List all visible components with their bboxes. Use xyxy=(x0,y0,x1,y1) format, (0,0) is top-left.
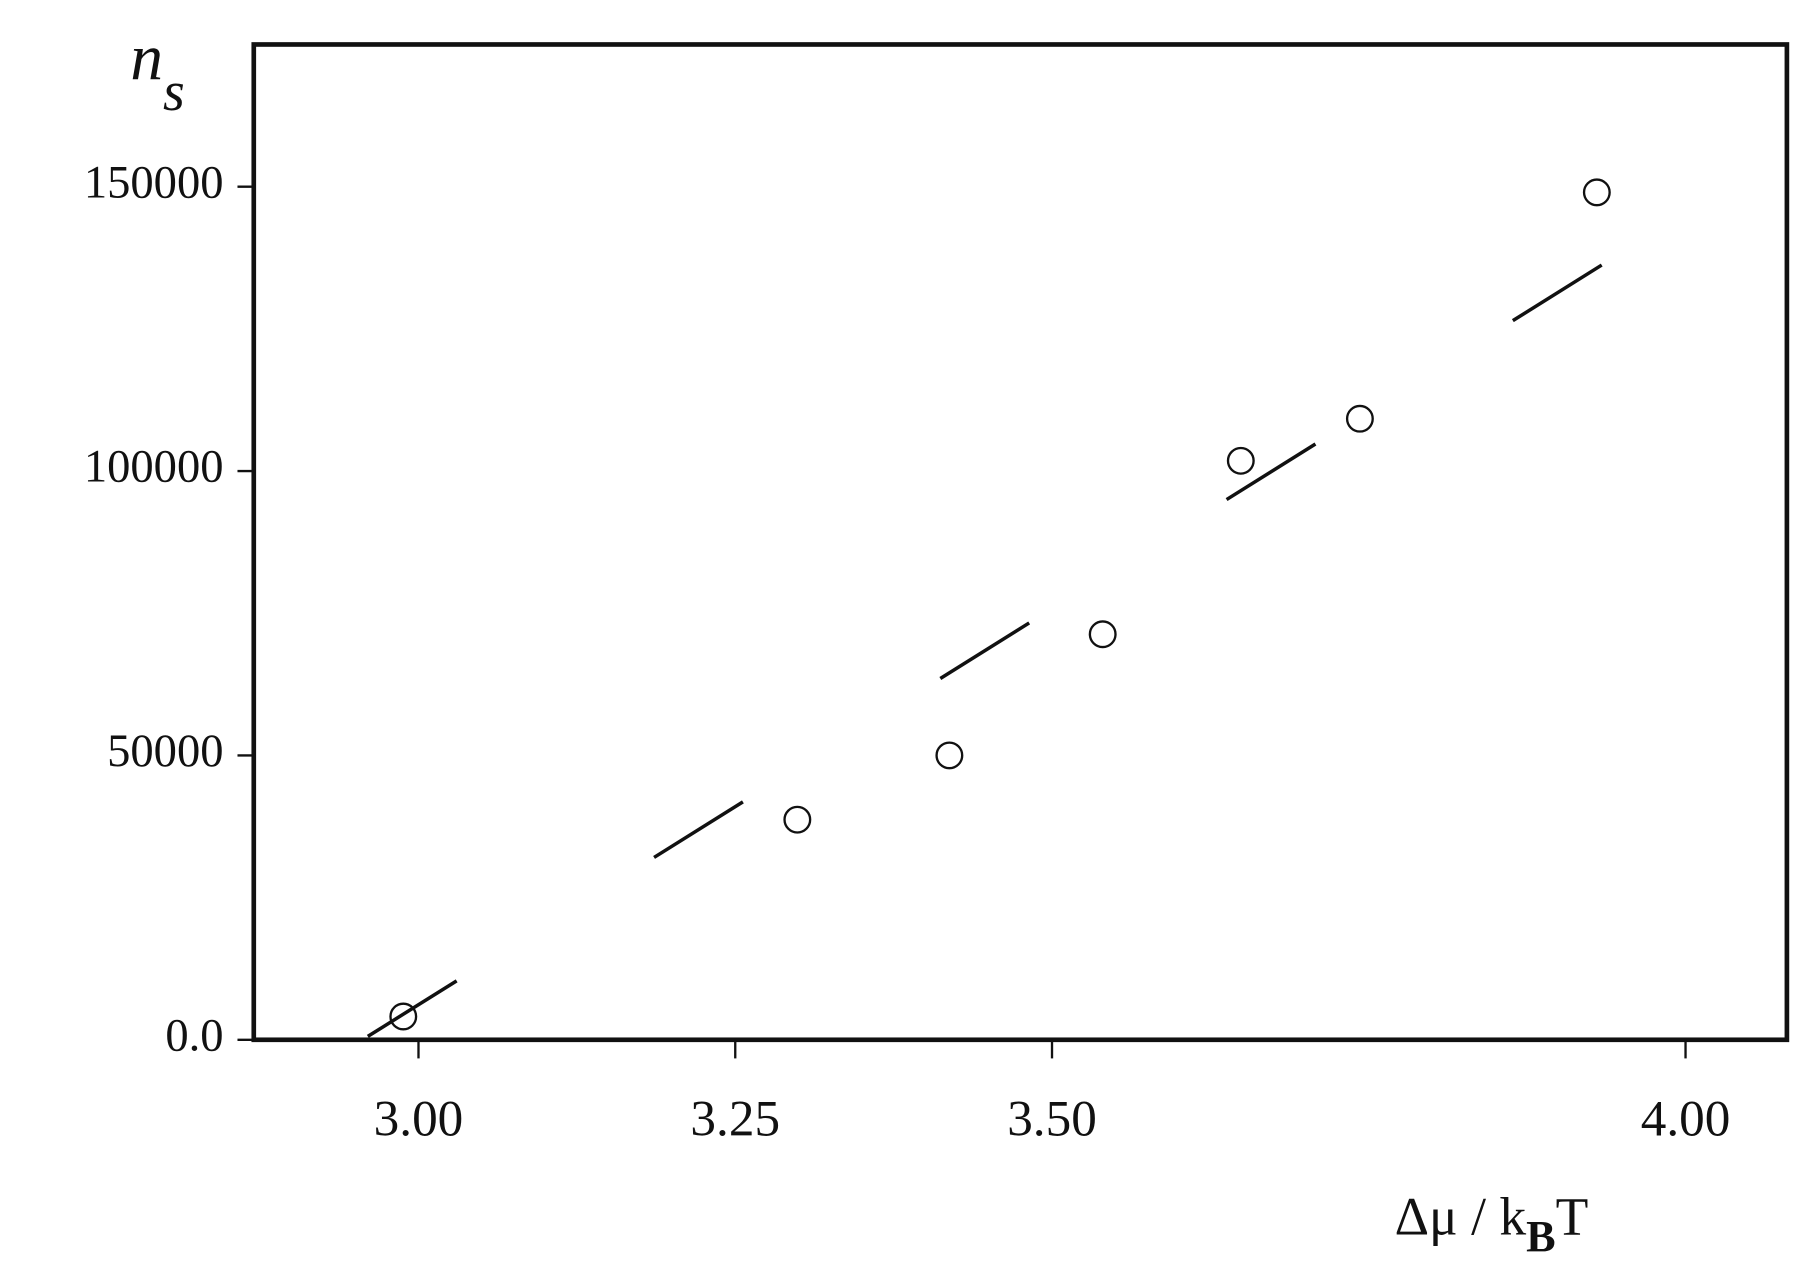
data-point xyxy=(935,741,964,770)
data-point xyxy=(783,805,812,834)
x-label-sub: B xyxy=(1526,1212,1556,1261)
y-tick-label: 150000 xyxy=(84,157,224,208)
y-tick-label: 0.0 xyxy=(165,1010,223,1061)
data-point xyxy=(389,1002,418,1031)
plot-frame xyxy=(251,42,1790,1043)
data-point xyxy=(1226,446,1255,475)
x-label-pre: Δμ / k xyxy=(1395,1187,1527,1247)
y-axis-label: ns xyxy=(130,22,184,122)
data-point xyxy=(1582,178,1611,207)
fit-line xyxy=(366,201,1702,1038)
y-label-sub: s xyxy=(163,61,185,123)
x-tick-label: 3.00 xyxy=(374,1090,464,1147)
x-axis-label: Δμ / kBT xyxy=(1395,1187,1589,1262)
x-tick-label: 3.25 xyxy=(690,1090,780,1147)
y-label-main: n xyxy=(130,22,163,94)
x-tick-label: 3.50 xyxy=(1007,1090,1097,1147)
x-tick-label: 4.00 xyxy=(1641,1090,1731,1147)
data-point xyxy=(1345,404,1374,433)
y-tick-label: 100000 xyxy=(84,442,224,493)
x-label-post: T xyxy=(1556,1187,1589,1247)
y-tick-label: 50000 xyxy=(107,726,223,777)
data-point xyxy=(1088,620,1117,649)
